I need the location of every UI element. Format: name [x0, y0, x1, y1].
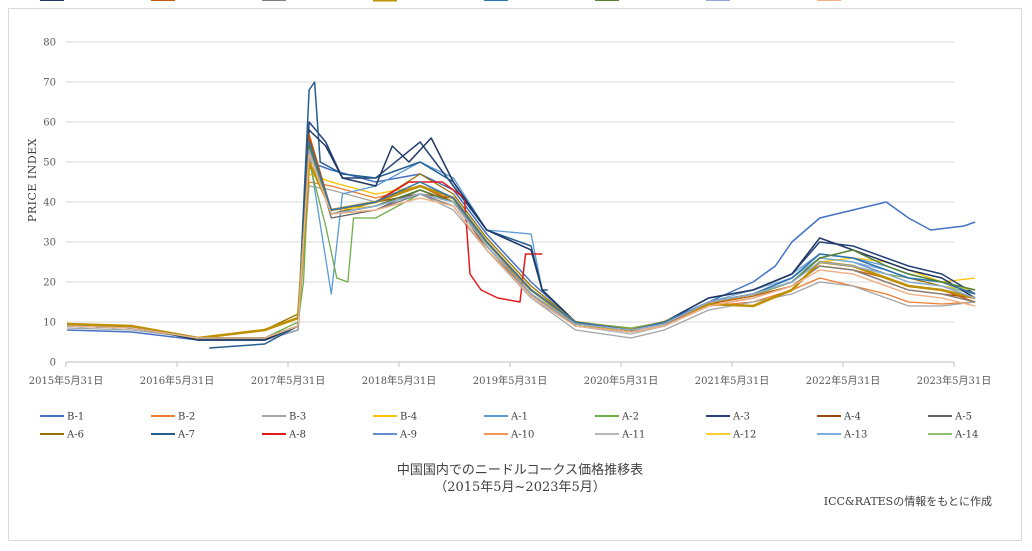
caption-period: （2015年5月~2023年5月） [434, 480, 606, 495]
x-tick-label: 2016年5月31日 [140, 374, 215, 387]
legend-item-a-3: A-3 [706, 412, 750, 423]
legend-label: B-4 [400, 412, 417, 423]
legend-label: A-17 [288, 0, 312, 3]
x-tick-label: 2015年5月31日 [29, 374, 104, 387]
legend-label: B-2 [178, 412, 195, 423]
legend-item-a-19: A-19 [484, 0, 534, 3]
legend-label: A-19 [510, 0, 534, 3]
y-tick-label: 0 [50, 358, 56, 369]
legend-item-a-12: A-12 [706, 430, 756, 441]
y-tick-label: 70 [43, 78, 56, 89]
legend-item-a-22: A-22 [817, 0, 867, 3]
series-line-a-3 [67, 121, 976, 341]
source-note: ICC&RATESの情報をもとに作成 [823, 495, 992, 508]
series-line-a-4 [67, 137, 976, 339]
legend-item-a-5: A-5 [928, 412, 972, 423]
y-tick-label: 80 [43, 38, 56, 49]
x-tick-label: 2019年5月31日 [473, 374, 548, 387]
legend-item-a-4: A-4 [817, 412, 861, 423]
x-tick-label: 2023年5月31日 [917, 374, 992, 387]
legend-item-a-2: A-2 [595, 412, 639, 423]
y-tick-label: 20 [43, 278, 56, 289]
legend-item-b-1: B-1 [40, 412, 84, 423]
legend-label: B-3 [289, 412, 306, 423]
x-tick-label: 2022年5月31日 [806, 374, 881, 387]
legend-item-a-8: A-8 [262, 430, 306, 441]
legend-item-a-7: A-7 [151, 430, 195, 441]
legend-item-a-10: A-10 [484, 430, 534, 441]
legend-item-b-3: B-3 [262, 412, 306, 423]
legend-label: A-20 [621, 0, 645, 3]
legend-label: A-6 [66, 430, 84, 441]
legend-item-a-14: A-14 [928, 430, 978, 441]
y-tick-label: 60 [43, 118, 56, 129]
legend: B-1 B-2 B-3 B-4 A-1 A-2 A-3 A-4 A-5 A-6 A-7 A-8 A-9 A… [40, 0, 978, 441]
series-line-a-22 [67, 153, 976, 339]
legend-label: A-14 [954, 430, 978, 441]
legend-label: A-2 [621, 412, 639, 423]
x-tick-label: 2018年5月31日 [362, 374, 437, 387]
legend-item-a-16: A-16 [151, 0, 201, 3]
series-lines [67, 81, 976, 349]
legend-label: A-8 [288, 430, 306, 441]
legend-item-a-17: A-17 [262, 0, 312, 3]
legend-label: A-1 [510, 412, 528, 423]
legend-label: A-16 [177, 0, 201, 3]
legend-item-a-20: A-20 [595, 0, 645, 3]
legend-label: A-9 [399, 430, 417, 441]
series-line-a-16 [67, 133, 976, 339]
series-line-b-1 [67, 161, 976, 341]
chart-frame [8, 8, 1022, 541]
legend-item-a-21: A-21 [706, 0, 756, 3]
legend-label: A-15 [66, 0, 90, 3]
legend-label: A-7 [177, 430, 195, 441]
legend-label: A-4 [843, 412, 861, 423]
legend-label: B-1 [67, 412, 84, 423]
legend-item-a-6: A-6 [40, 430, 84, 441]
x-tick-label: 2017年5月31日 [251, 374, 326, 387]
legend-label: A-5 [954, 412, 972, 423]
legend-item-a-11: A-11 [595, 430, 645, 441]
legend-label: A-11 [621, 430, 645, 441]
legend-label: A-10 [510, 430, 534, 441]
legend-label: A-18 [399, 0, 423, 3]
series-line-a-2 [67, 161, 976, 339]
legend-item-a-15: A-15 [40, 0, 90, 3]
legend-label: A-12 [732, 430, 756, 441]
legend-item-a-18: A-18 [373, 0, 423, 3]
legend-item-a-13: A-13 [817, 430, 867, 441]
caption-title: 中国国内でのニードルコークス価格推移表 [396, 463, 644, 478]
legend-item-a-9: A-9 [373, 430, 417, 441]
y-tick-label: 10 [43, 318, 56, 329]
y-tick-label: 40 [43, 198, 56, 209]
legend-label: A-21 [732, 0, 756, 3]
y-axis-label: PRICE INDEX [26, 138, 39, 222]
legend-label: A-22 [843, 0, 867, 3]
series-line-a-18 [67, 160, 976, 340]
x-tick-label: 2020年5月31日 [584, 374, 659, 387]
y-tick-label: 50 [43, 158, 56, 169]
y-tick-label: 30 [43, 238, 56, 249]
x-axis: 2015年5月31日 2016年5月31日 2017年5月31日 2018年5月31日… [29, 361, 992, 387]
legend-item-b-4: B-4 [373, 412, 417, 423]
x-tick-label: 2021年5月31日 [695, 374, 770, 387]
grid-lines [66, 41, 954, 323]
y-axis-ticks: 0 10 20 30 40 50 60 70 80 [43, 38, 56, 369]
legend-item-a-1: A-1 [484, 412, 528, 423]
legend-label: A-13 [843, 430, 867, 441]
series-line-b-3 [67, 185, 976, 341]
legend-label: A-3 [732, 412, 750, 423]
series-line-a-8 [375, 181, 543, 303]
legend-item-b-2: B-2 [151, 412, 195, 423]
chart-caption: 中国国内でのニードルコークス価格推移表 （2015年5月~2023年5月） [260, 462, 780, 496]
series-line-a-5 [67, 141, 976, 339]
series-line-a-19 [67, 141, 976, 339]
